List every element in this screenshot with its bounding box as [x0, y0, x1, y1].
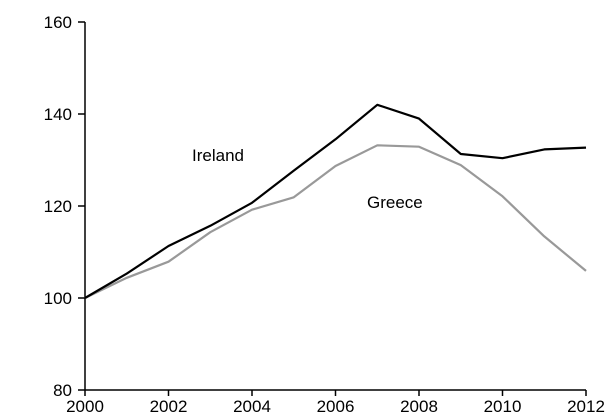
x-tick-label: 2000	[66, 397, 104, 416]
series-lines	[84, 103, 587, 299]
x-ticks: 2000 2002 2004 2006 2008 2010 2012	[66, 390, 605, 416]
y-tick-label: 160	[44, 13, 72, 32]
x-tick-label: 2006	[317, 397, 355, 416]
series-line-ireland	[84, 103, 587, 299]
x-tick-label: 2008	[400, 397, 438, 416]
y-tick-label: 120	[44, 197, 72, 216]
x-tick-label: 2002	[150, 397, 188, 416]
series-label-ireland: Ireland	[192, 146, 244, 165]
x-tick-label: 2010	[484, 397, 522, 416]
y-ticks: 80 100 120 140 160	[44, 13, 85, 400]
y-tick-label: 80	[53, 381, 72, 400]
series-label-greece: Greece	[367, 193, 423, 212]
y-tick-label: 140	[44, 105, 72, 124]
x-tick-label: 2004	[233, 397, 271, 416]
x-tick-label: 2012	[567, 397, 605, 416]
series-line-greece	[84, 144, 587, 299]
axes	[84, 22, 586, 391]
y-tick-label: 100	[44, 289, 72, 308]
